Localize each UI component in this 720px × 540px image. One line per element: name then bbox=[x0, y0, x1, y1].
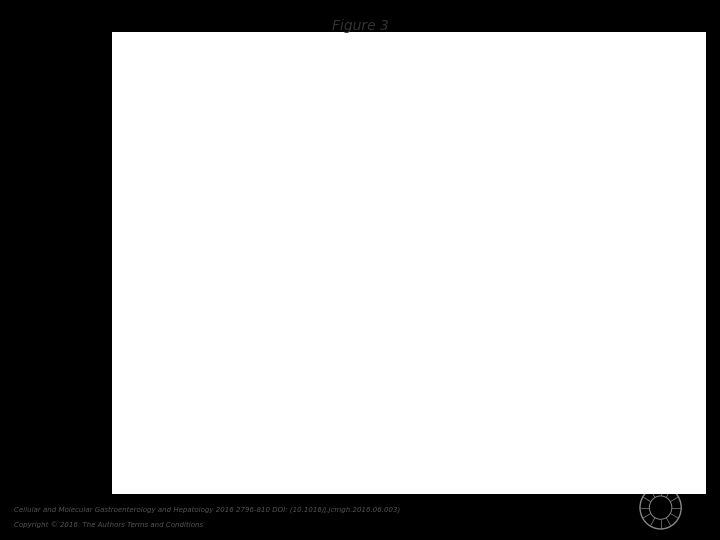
Bar bbox=[241, 118, 292, 240]
Y-axis label: TDAG8 / β-actin: TDAG8 / β-actin bbox=[399, 106, 409, 188]
Text: ***: *** bbox=[546, 100, 562, 110]
Bar bbox=[325, 140, 374, 240]
Bar bbox=[521, 374, 572, 470]
Title: MM6 TDAG8: MM6 TDAG8 bbox=[516, 42, 593, 52]
Y-axis label: OGR1 / β-actin: OGR1 / β-actin bbox=[122, 336, 132, 412]
Bar bbox=[618, 218, 672, 240]
Title: MM6 Hypoxia (0.2% O₂) time course: MM6 Hypoxia (0.2% O₂) time course bbox=[304, 266, 528, 276]
Title: MM6 OGR1: MM6 OGR1 bbox=[232, 42, 301, 52]
Text: C: C bbox=[0, 268, 11, 287]
Bar bbox=[346, 410, 398, 470]
Text: ***: *** bbox=[408, 302, 423, 312]
Bar bbox=[527, 227, 582, 240]
Text: *: * bbox=[264, 59, 269, 70]
Text: A: A bbox=[81, 45, 95, 63]
Text: B: B bbox=[352, 45, 366, 63]
Y-axis label: OGR1 / β-actin: OGR1 / β-actin bbox=[122, 109, 132, 185]
Text: Figure 3: Figure 3 bbox=[332, 19, 388, 33]
Text: **: ** bbox=[220, 80, 230, 90]
Bar bbox=[172, 410, 224, 470]
Text: Cellular and Molecular Gastroenterology and Hepatology 2016 2796-810 DOI: (10.10: Cellular and Molecular Gastroenterology … bbox=[14, 507, 400, 513]
Bar bbox=[259, 410, 311, 470]
X-axis label: Time (h): Time (h) bbox=[392, 519, 439, 529]
Bar bbox=[158, 182, 208, 240]
Text: Copyright © 2016  The Authors Terms and Conditions: Copyright © 2016 The Authors Terms and C… bbox=[14, 522, 204, 528]
Bar bbox=[436, 182, 491, 240]
Bar bbox=[433, 407, 485, 470]
Text: ***: *** bbox=[501, 136, 517, 145]
Text: ***: *** bbox=[364, 335, 380, 345]
Bar bbox=[608, 332, 660, 470]
